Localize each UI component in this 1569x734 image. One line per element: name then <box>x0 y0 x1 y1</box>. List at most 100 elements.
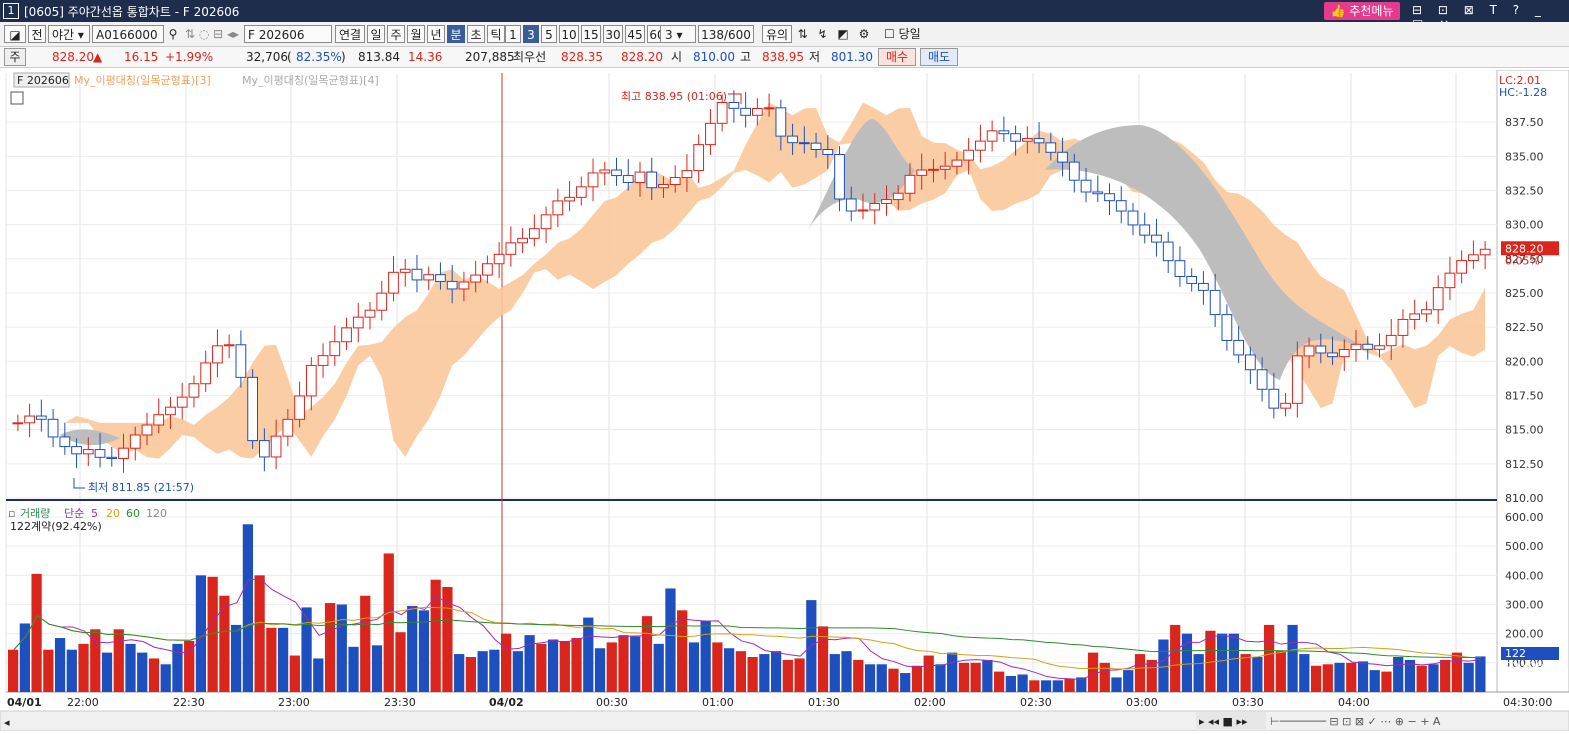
candle-body <box>939 165 951 170</box>
candle-body <box>59 436 71 448</box>
volume-bar <box>1299 654 1310 692</box>
candle-body <box>1139 224 1151 236</box>
candle-body <box>153 414 165 426</box>
scroll-controls <box>1196 712 1266 729</box>
period-day-button[interactable]: 일 <box>367 25 385 43</box>
interval-button-1[interactable]: 1 <box>505 25 521 43</box>
sell-button[interactable]: 매도 <box>920 48 958 66</box>
volume-bar <box>841 651 852 692</box>
chart-tool-icons[interactable]: ⇅ ↯ ◩ ⚙ <box>797 27 873 41</box>
low-label: 저 <box>809 50 821 64</box>
candle-body <box>352 316 364 329</box>
volume-bar <box>958 662 970 692</box>
session-select[interactable]: 야간 ▾ <box>48 25 90 43</box>
buy-button[interactable]: 매수 <box>878 48 916 66</box>
chart-toolbar: ◪ 전 야간 ▾ A0166000 ▾ ⚲ ⇅ ◌ ⊟ ◂▸ F 202606 … <box>0 22 1569 60</box>
candle-body <box>341 327 352 343</box>
volume-bar <box>1087 652 1099 692</box>
interval-select[interactable]: 3 ▾ <box>660 25 696 43</box>
candle-body <box>1115 200 1127 212</box>
interval-button-10[interactable]: 10 <box>559 25 579 43</box>
candle-body <box>1045 142 1057 153</box>
volume-bar <box>1263 624 1275 692</box>
volume-legend-p5: 5 <box>91 507 98 520</box>
candle-body <box>1338 349 1350 358</box>
volume-bar <box>113 629 124 692</box>
candle-body <box>317 355 329 366</box>
yuui-button[interactable]: 유의 <box>762 25 792 43</box>
candle-body <box>822 149 834 155</box>
volume-ma20-line <box>13 606 1482 670</box>
candle-body <box>270 435 282 458</box>
volume-bar <box>583 617 594 692</box>
ichimoku-cloud-gray-1 <box>808 119 915 230</box>
volume-bar <box>289 655 300 692</box>
up-arrow-icon: ▲ <box>93 50 103 64</box>
candle-body <box>118 447 129 460</box>
volume-bar <box>1017 674 1028 692</box>
candle-body <box>1186 275 1198 284</box>
interval-button-15[interactable]: 15 <box>581 25 601 43</box>
code-select[interactable]: A0166000 ▾ <box>92 25 164 60</box>
candle-body <box>305 364 317 397</box>
connect-button[interactable]: 연결 <box>335 25 365 43</box>
volume-bar <box>547 639 559 692</box>
volume-bar <box>512 651 523 692</box>
layout-icon[interactable]: ◪ <box>4 25 26 43</box>
option-icons[interactable]: ⇅ ◌ ⊟ ◂▸ <box>184 27 240 41</box>
candle-body <box>528 228 540 239</box>
search-icon[interactable]: ⚲ <box>168 27 178 41</box>
volume-bar <box>864 664 876 692</box>
count-input[interactable]: 138/600 <box>698 25 754 43</box>
volume-bar <box>1123 670 1134 692</box>
volume-tick-label: 600.00 <box>1505 511 1544 524</box>
volume-bar <box>219 595 230 692</box>
open-label: 시 <box>671 50 683 64</box>
period-month-button[interactable]: 월 <box>407 25 425 43</box>
volume-bar <box>1451 652 1463 692</box>
volume-bar <box>1228 633 1239 692</box>
recommend-menu-button[interactable]: 👍 추천메뉴 <box>1324 2 1400 20</box>
interval-button-3[interactable]: 3 <box>523 25 539 43</box>
chart-svg[interactable]: 837.50 835.00 832.50 830.00 827.50 825.00 822.… <box>0 69 1569 732</box>
candle-body <box>388 271 399 294</box>
volume-bar <box>571 638 582 692</box>
high-price: 838.95 <box>762 50 804 64</box>
jeon-button[interactable]: 전 <box>28 25 46 43</box>
candle-body <box>482 263 493 276</box>
volume-bar <box>1369 670 1380 692</box>
candle-body <box>1174 260 1186 277</box>
interval-button-30[interactable]: 30 <box>603 25 623 43</box>
price-tick-label: 825.00 <box>1505 287 1544 300</box>
candle-body <box>540 214 552 230</box>
candle-body <box>1444 272 1456 289</box>
volume-bar <box>172 643 183 692</box>
interval-button-45[interactable]: 45 <box>625 25 645 43</box>
symbol-input[interactable]: F 202606 <box>244 25 332 43</box>
interval-button-5[interactable]: 5 <box>541 25 557 43</box>
volume-bar <box>336 604 347 692</box>
volume-sub-label: 122계약(92.42%) <box>10 519 102 533</box>
volume-bar <box>266 627 277 692</box>
candle-body <box>1468 254 1479 262</box>
period-week-button[interactable]: 주 <box>387 25 405 43</box>
interval-select-value: 3 <box>665 28 673 42</box>
ju-button[interactable]: 주 <box>4 48 26 66</box>
volume-bar <box>160 664 171 692</box>
chart-area[interactable]: 837.50 835.00 832.50 830.00 827.50 825.00 822.… <box>0 69 1569 732</box>
today-checkbox[interactable]: ☐ 당일 <box>884 27 921 41</box>
candle-body <box>200 362 212 385</box>
low-annotation: 최저 811.85 (21:57) <box>88 481 194 494</box>
volume-bar <box>817 626 829 692</box>
period-year-button[interactable]: 년 <box>427 25 445 43</box>
candle-body <box>564 196 575 202</box>
volume-bar <box>770 651 782 692</box>
volume-bar <box>1134 654 1146 692</box>
volume-bar <box>195 575 207 692</box>
candle-body <box>1162 241 1174 262</box>
volume-legend-p120: 120 <box>146 507 167 520</box>
volume-bar <box>1170 624 1181 692</box>
period-tick-button[interactable]: 틱 <box>487 25 505 43</box>
period-minute-button[interactable]: 분 <box>447 25 465 43</box>
period-second-button[interactable]: 초 <box>467 25 485 43</box>
